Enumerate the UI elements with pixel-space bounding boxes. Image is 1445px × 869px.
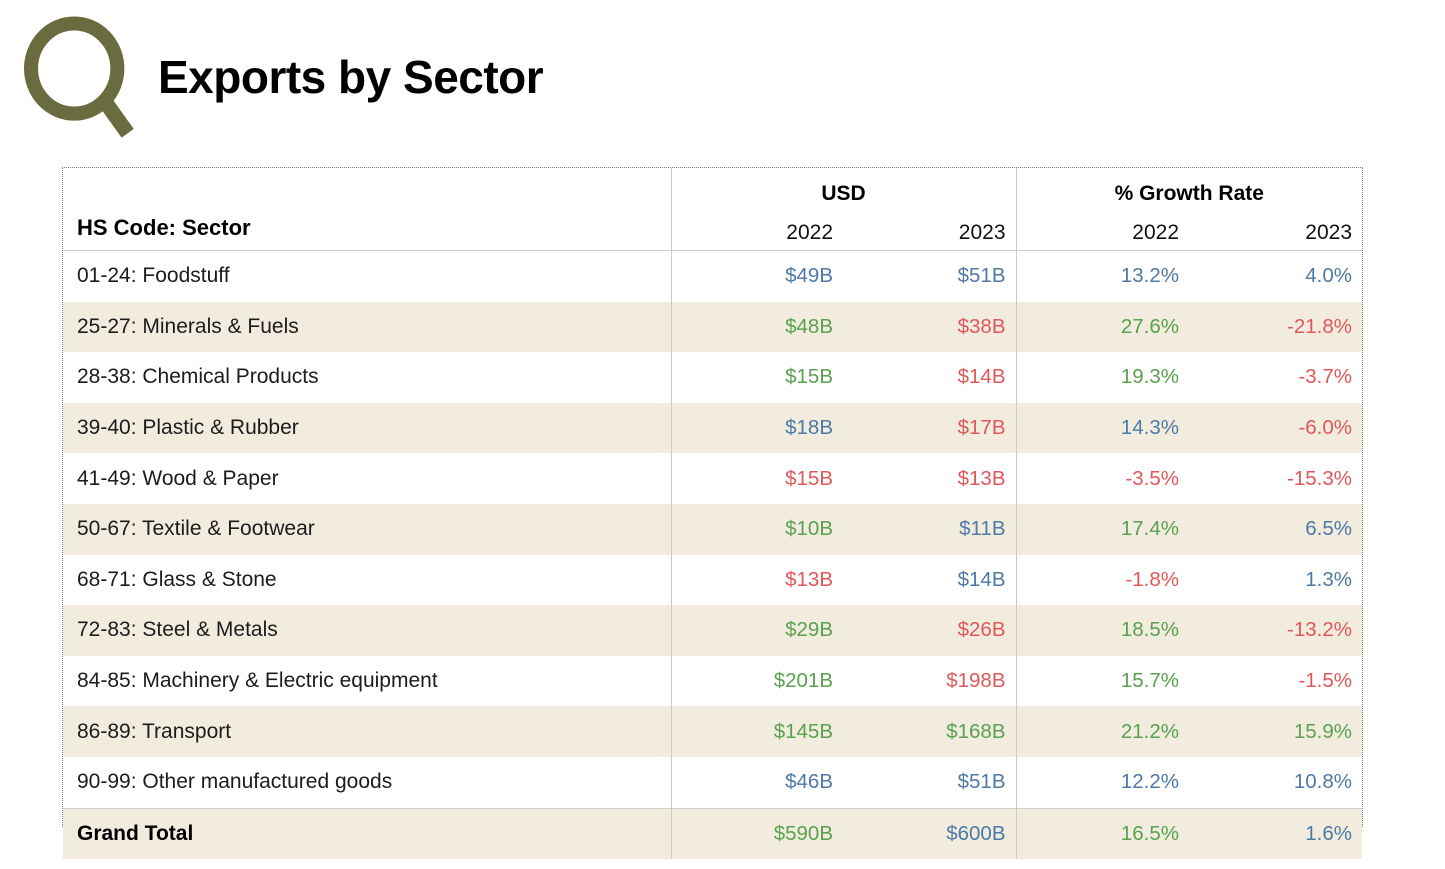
growth-2023-value[interactable]: -3.7% bbox=[1298, 365, 1353, 389]
exports-table: HS Code: Sector USD % Growth Rate 2022 2… bbox=[62, 167, 1363, 860]
growth-2022-value[interactable]: 12.2% bbox=[1015, 756, 1189, 809]
usd-2022-value[interactable]: $48B bbox=[670, 301, 843, 353]
usd-2022-value[interactable]: $13B bbox=[670, 554, 843, 606]
growth-2022-value[interactable]: 14.3% bbox=[1015, 402, 1189, 454]
usd-2022-value[interactable]: $29B bbox=[670, 605, 843, 656]
page-title: Exports by Sector bbox=[158, 50, 544, 103]
growth-2023-value[interactable]: 6.5% bbox=[1189, 503, 1363, 555]
growth-2023-value[interactable]: -6.0% bbox=[1189, 402, 1363, 454]
table-row: 68-71: Glass & Stone $13B $14B -1.8% 1.3… bbox=[63, 554, 1362, 606]
growth-2023-value[interactable]: 4.0% bbox=[1305, 264, 1353, 288]
usd-2023-total[interactable]: $600B bbox=[843, 807, 1016, 860]
grand-total-label[interactable]: Grand Total bbox=[63, 807, 671, 860]
growth-2023-total[interactable]: 1.6% bbox=[1189, 807, 1363, 860]
table-row: 50-67: Textile & Footwear $10B $11B 17.4… bbox=[63, 503, 1363, 555]
usd-2022-value[interactable]: $49B bbox=[670, 250, 843, 302]
table-body: 01-24: Foodstuff $49B $51B 13.2% 4.0% 25… bbox=[63, 250, 1363, 860]
growth-2023-value[interactable]: -15.3% bbox=[1287, 466, 1353, 490]
growth-2023-value[interactable]: -13.2% bbox=[1189, 605, 1363, 656]
growth-2022-value[interactable]: 13.2% bbox=[1015, 250, 1189, 302]
table-row: 72-83: Steel & Metals $29B $26B 18.5% -1… bbox=[63, 605, 1363, 656]
sector-label[interactable]: 72-83: Steel & Metals bbox=[63, 605, 671, 656]
usd-2023-value[interactable]: $51B bbox=[957, 264, 1006, 288]
usd-2023-value[interactable]: $11B bbox=[843, 503, 1016, 555]
sector-label[interactable]: 90-99: Other manufactured goods bbox=[77, 770, 393, 794]
usd-2023-value[interactable]: $26B bbox=[843, 605, 1016, 656]
column-header-usd-2022: 2022 bbox=[670, 215, 843, 251]
growth-2023-value[interactable]: 1.3% bbox=[1305, 567, 1353, 591]
usd-2022-value[interactable]: $46B bbox=[670, 756, 843, 809]
usd-2022-value[interactable]: $201B bbox=[670, 655, 843, 707]
usd-2022-total[interactable]: $590B bbox=[670, 807, 843, 860]
year-header-row: 2022 2023 2022 2023 bbox=[63, 215, 1363, 251]
growth-2022-value[interactable]: -1.8% bbox=[1015, 554, 1189, 606]
table-row: 41-49: Wood & Paper $15B $13B -3.5% -15.… bbox=[63, 453, 1362, 504]
usd-2022-value[interactable]: $10B bbox=[670, 503, 843, 555]
table-row: 28-38: Chemical Products $15B $14B 19.3%… bbox=[63, 352, 1362, 403]
group-header-row: HS Code: Sector USD % Growth Rate bbox=[63, 168, 1363, 251]
sector-label[interactable]: 68-71: Glass & Stone bbox=[77, 567, 277, 591]
usd-2023-value[interactable]: $38B bbox=[843, 301, 1016, 353]
growth-2022-value[interactable]: 17.4% bbox=[1015, 503, 1189, 555]
table-row: 01-24: Foodstuff $49B $51B 13.2% 4.0% bbox=[63, 250, 1362, 302]
column-header-growth-2022: 2022 bbox=[1015, 215, 1189, 251]
sector-label[interactable]: 86-89: Transport bbox=[63, 706, 671, 757]
table-row: 90-99: Other manufactured goods $46B $51… bbox=[63, 756, 1362, 809]
usd-2022-value[interactable]: $18B bbox=[670, 402, 843, 454]
usd-2023-value[interactable]: $14B bbox=[957, 567, 1006, 591]
table-row: 84-85: Machinery & Electric equipment $2… bbox=[63, 655, 1362, 707]
sector-label[interactable]: 28-38: Chemical Products bbox=[77, 365, 319, 389]
growth-2022-total[interactable]: 16.5% bbox=[1015, 807, 1189, 860]
sector-label[interactable]: 01-24: Foodstuff bbox=[77, 264, 230, 288]
growth-2022-value[interactable]: 21.2% bbox=[1015, 706, 1189, 757]
sector-label[interactable]: 39-40: Plastic & Rubber bbox=[63, 402, 671, 454]
usd-2023-value[interactable]: $51B bbox=[957, 770, 1006, 794]
column-group-growth-rate: % Growth Rate bbox=[1015, 168, 1363, 215]
column-header-usd-2023: 2023 bbox=[843, 215, 1016, 251]
column-group-usd: USD bbox=[670, 168, 1016, 215]
usd-2022-value[interactable]: $15B bbox=[670, 352, 843, 403]
magnifying-glass-icon bbox=[23, 16, 134, 138]
row-header-label: HS Code: Sector bbox=[63, 168, 671, 251]
table-row: 86-89: Transport $145B $168B 21.2% 15.9% bbox=[63, 706, 1363, 757]
growth-2022-value[interactable]: -3.5% bbox=[1015, 453, 1189, 504]
usd-2022-value[interactable]: $145B bbox=[670, 706, 843, 757]
growth-2023-value[interactable]: 15.9% bbox=[1189, 706, 1363, 757]
grand-total-row: Grand Total $590B $600B 16.5% 1.6% bbox=[63, 807, 1363, 860]
sector-label[interactable]: 41-49: Wood & Paper bbox=[77, 466, 279, 490]
growth-2023-value[interactable]: 10.8% bbox=[1293, 770, 1353, 794]
growth-2023-value[interactable]: -1.5% bbox=[1298, 669, 1353, 693]
growth-2022-value[interactable]: 18.5% bbox=[1015, 605, 1189, 656]
usd-2023-value[interactable]: $14B bbox=[957, 365, 1006, 389]
exports-data-table: HS Code: Sector USD % Growth Rate 2022 2… bbox=[63, 168, 1363, 860]
title-bar: Exports by Sector bbox=[16, 10, 544, 144]
column-header-growth-2023: 2023 bbox=[1189, 215, 1363, 251]
table-header: HS Code: Sector USD % Growth Rate 2022 2… bbox=[63, 168, 1363, 251]
sector-label[interactable]: 84-85: Machinery & Electric equipment bbox=[77, 669, 438, 693]
usd-2022-value[interactable]: $15B bbox=[670, 453, 843, 504]
usd-2023-value[interactable]: $17B bbox=[843, 402, 1016, 454]
sector-label[interactable]: 25-27: Minerals & Fuels bbox=[63, 301, 671, 353]
growth-2023-value[interactable]: -21.8% bbox=[1189, 301, 1363, 353]
usd-2023-value[interactable]: $198B bbox=[946, 669, 1006, 693]
sector-label[interactable]: 50-67: Textile & Footwear bbox=[63, 503, 671, 555]
table-row: 25-27: Minerals & Fuels $48B $38B 27.6% … bbox=[63, 301, 1363, 353]
table-row: 39-40: Plastic & Rubber $18B $17B 14.3% … bbox=[63, 402, 1363, 454]
usd-2023-value[interactable]: $13B bbox=[957, 466, 1006, 490]
usd-2023-value[interactable]: $168B bbox=[843, 706, 1016, 757]
growth-2022-value[interactable]: 19.3% bbox=[1015, 352, 1189, 403]
growth-2022-value[interactable]: 15.7% bbox=[1015, 655, 1189, 707]
growth-2022-value[interactable]: 27.6% bbox=[1015, 301, 1189, 353]
